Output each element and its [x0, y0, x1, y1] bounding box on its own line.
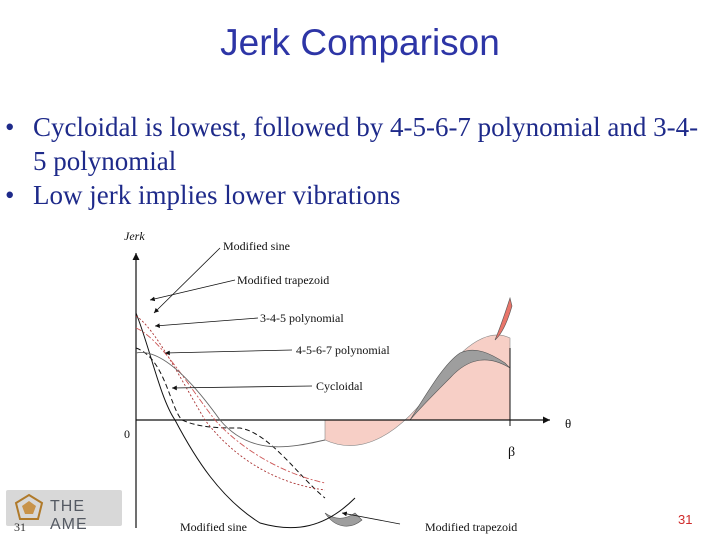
company-logo: THE AME — [6, 490, 122, 533]
modified-trapezoid-curve — [135, 347, 326, 499]
bullet-marker: • — [5, 180, 15, 210]
logo-text: THE AME — [50, 498, 88, 533]
leader-line — [153, 247, 221, 314]
polynomial-4567-curve — [135, 327, 326, 484]
lower-gray-region — [324, 512, 363, 527]
bullet-text: Cycloidal is lowest, followed by 4-5-6-7… — [33, 112, 699, 176]
curve-label: Cycloidal — [316, 379, 363, 393]
curve-label: Modified sine — [180, 520, 247, 534]
x-axis-label: θ — [565, 416, 571, 431]
bullet-list: • Cycloidal is lowest, followed by 4-5-6… — [5, 110, 710, 212]
curve-label: Modified trapezoid — [237, 273, 329, 287]
polynomial-345-curve — [135, 315, 326, 491]
leader-line — [171, 385, 313, 391]
slide-title: Jerk Comparison — [220, 22, 500, 63]
beta-label: β — [508, 445, 515, 460]
modified-trapezoid-fill-region — [409, 349, 511, 421]
leader-line — [149, 279, 236, 302]
curve-label: Modified sine — [223, 239, 290, 253]
bullet-marker: • — [5, 112, 15, 142]
polynomial-fill-region — [494, 296, 513, 341]
cycloidal-curve — [135, 352, 326, 448]
bullet-item: • Cycloidal is lowest, followed by 4-5-6… — [5, 110, 710, 178]
curve-label: 4-5-6-7 polynomial — [296, 343, 390, 357]
bullet-text: Low jerk implies lower vibrations — [33, 180, 401, 210]
logo-emblem-icon — [14, 493, 44, 520]
curve-label: 3-4-5 polynomial — [260, 311, 344, 325]
jerk-comparison-figure: Jerk θ 0 β Modified sine Modified trapez… — [124, 229, 571, 534]
slide-number-right: 31 — [678, 512, 693, 527]
leader-line — [341, 511, 401, 525]
curve-label: Modified trapezoid — [425, 520, 517, 534]
modified-sine-curve — [135, 312, 356, 529]
y-axis-label: Jerk — [124, 229, 145, 243]
slide-number-left: 31 — [14, 520, 26, 534]
origin-label: 0 — [124, 427, 130, 441]
bullet-item: • Low jerk implies lower vibrations — [5, 178, 710, 212]
leader-line — [154, 317, 259, 329]
leader-line — [164, 349, 293, 356]
